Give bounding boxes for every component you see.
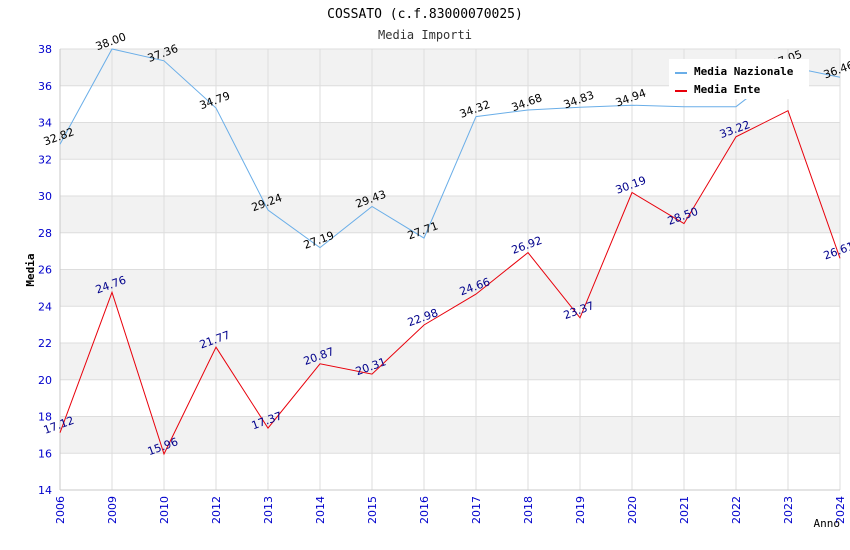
grid-band [60,343,840,380]
x-tick-label: 2017 [470,496,483,524]
x-tick-label: 2006 [54,496,67,524]
x-tick-label: 2016 [418,496,431,524]
x-tick-label: 2019 [574,496,587,524]
y-tick-label: 28 [38,227,52,240]
x-tick-label: 2012 [210,496,223,524]
y-tick-label: 32 [38,153,52,166]
grid-band [60,306,840,343]
y-axis-label: Media [24,253,37,286]
x-tick-label: 2020 [626,496,639,524]
grid-band [60,453,840,490]
grid-band [60,379,840,417]
x-axis-ticks: 2006 2009 2010 2012 2013 2014 2015 2016 2017 2018… [54,496,847,524]
x-axis-label: Anno [814,517,841,530]
series-layer [59,48,841,456]
y-tick-label: 34 [38,117,52,130]
chart-title: COSSATO (c.f.83000070025) [327,7,523,22]
legend-label-media-ente: Media Ente [694,83,761,96]
y-tick-label: 30 [38,190,52,203]
series-line-media-nazionale [59,48,841,249]
legend: Media Nazionale Media Ente [669,59,809,99]
y-tick-label: 20 [38,374,52,387]
y-tick-label: 14 [38,484,52,497]
x-tick-label: 2018 [522,496,535,524]
grid-band [60,416,840,454]
y-tick-label: 24 [38,300,52,313]
x-tick-label: 2024 [834,496,847,524]
x-tick-label: 2015 [366,496,379,524]
y-tick-label: 22 [38,337,52,350]
grid-band [60,232,840,270]
y-axis-ticks: 14 16 18 20 22 24 26 28 30 32 34 36 38 [38,43,52,497]
x-tick-label: 2013 [262,496,275,524]
x-tick-label: 2021 [678,496,691,524]
chart-subtitle: Media Importi [378,28,472,42]
grid-band [60,269,840,307]
legend-box [669,59,809,99]
y-tick-label: 18 [38,411,52,424]
y-tick-label: 36 [38,80,52,93]
legend-label-media-nazionale: Media Nazionale [694,65,794,78]
x-tick-label: 2022 [730,496,743,524]
y-tick-label: 16 [38,447,52,460]
grid-band [60,122,840,160]
y-tick-label: 38 [38,43,52,56]
grid-bands [60,49,840,490]
x-tick-label: 2023 [782,496,795,524]
x-tick-label: 2010 [158,496,171,524]
series-line-media-ente [59,109,841,456]
x-tick-label: 2009 [106,496,119,524]
x-tick-label: 2014 [314,496,327,524]
grid-band [60,196,840,233]
y-tick-label: 26 [38,264,52,277]
